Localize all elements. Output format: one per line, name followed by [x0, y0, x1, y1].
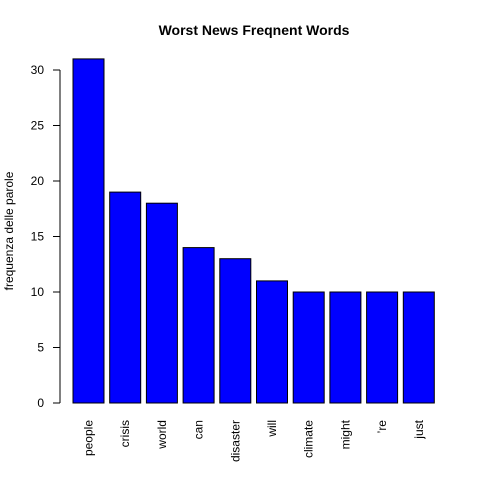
y-tick-label: 10 — [31, 285, 45, 299]
x-tick-label: crisis — [118, 420, 132, 447]
bar-3 — [182, 247, 215, 404]
x-tick-labels: people crisis world can disaster will climate m… — [82, 419, 426, 462]
y-tick-label: 0 — [37, 396, 44, 410]
x-tick-label: just — [412, 419, 426, 439]
y-tick-label: 15 — [31, 230, 45, 244]
bar-0 — [72, 58, 105, 404]
bar-1 — [109, 191, 142, 404]
bars-group — [72, 58, 435, 404]
y-axis: 0 5 10 15 20 25 30 — [31, 63, 61, 410]
x-tick-label: world — [155, 420, 169, 450]
x-tick-label: might — [338, 419, 352, 449]
x-tick-label: disaster — [228, 420, 242, 462]
bar-2 — [145, 202, 178, 404]
bar-9 — [402, 291, 435, 404]
bar-5 — [256, 280, 288, 404]
y-tick-label: 30 — [31, 63, 45, 77]
x-tick-label: people — [82, 420, 96, 456]
y-axis-label: frequenza delle parole — [2, 171, 16, 290]
chart-title: Worst News Freqnent Words — [159, 22, 350, 38]
x-tick-label: climate — [302, 420, 316, 458]
x-tick-label: can — [192, 420, 206, 439]
x-tick-label: ’re — [375, 420, 389, 434]
y-tick-label: 25 — [31, 119, 45, 133]
y-tick-label: 5 — [37, 341, 44, 355]
bar-6 — [292, 291, 325, 404]
bar-8 — [366, 291, 399, 404]
bar-7 — [329, 291, 362, 404]
x-tick-label: will — [265, 420, 279, 438]
bar-4 — [219, 258, 252, 404]
y-tick-label: 20 — [31, 174, 45, 188]
